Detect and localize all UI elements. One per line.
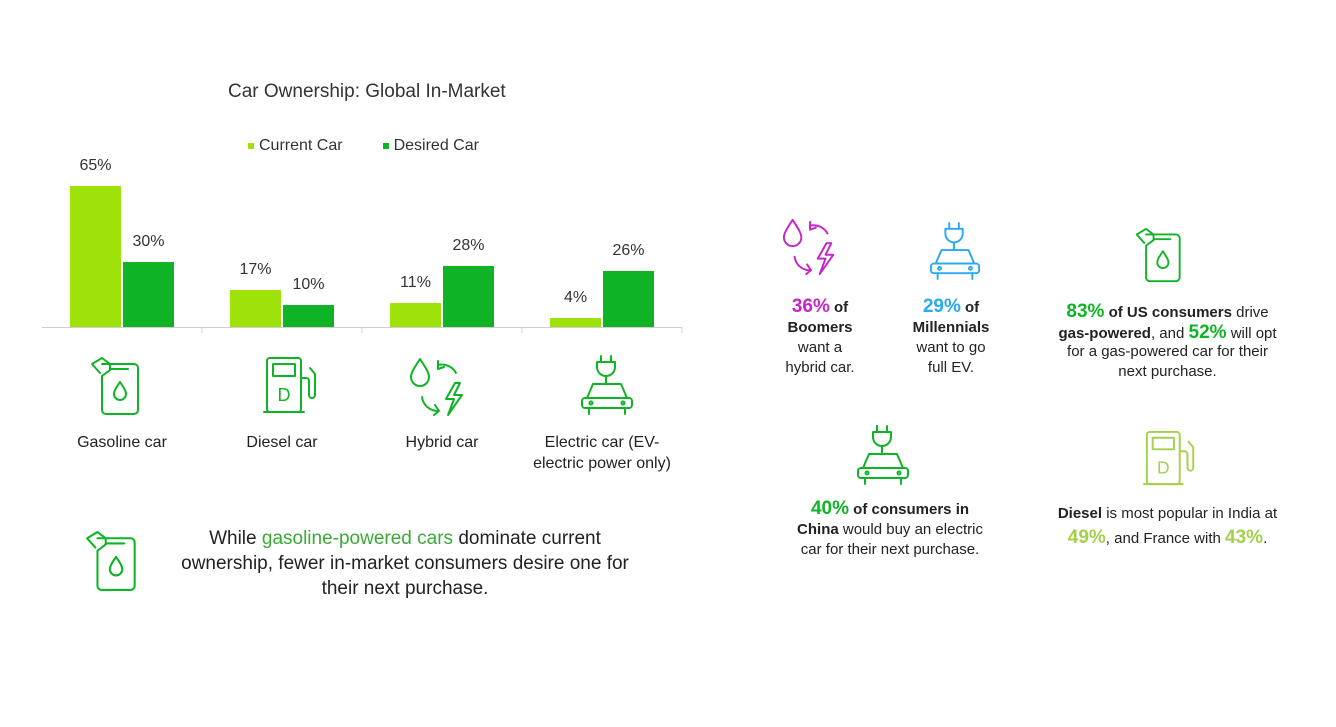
stat-us-pct2: 52%	[1188, 322, 1227, 343]
bar-current-2	[390, 303, 441, 327]
fuel-can-icon	[86, 531, 136, 591]
legend-label-desired: Desired Car	[393, 137, 479, 154]
legend-swatch-current	[248, 143, 254, 149]
svg-text:D: D	[278, 385, 291, 405]
stat-diesel-end: .	[1263, 530, 1268, 547]
category-label-line: electric power only)	[533, 455, 671, 472]
stat-china-bold2: China	[797, 521, 839, 538]
legend-item-current: Current Car	[248, 137, 343, 155]
fuel-can-icon	[91, 357, 139, 415]
data-label-current-3: 4%	[563, 289, 588, 307]
stat-diesel-mid: , and France with	[1105, 530, 1226, 547]
electric-car-icon	[929, 222, 981, 280]
data-label-desired-0: 30%	[132, 232, 165, 250]
stat-boomers-group: Boomers	[787, 319, 853, 336]
stat-diesel-pct2: 43%	[1225, 527, 1264, 548]
fuel-can-icon	[1135, 227, 1181, 283]
category-label-3: Electric car (EV-electric power only)	[517, 432, 687, 474]
stat-boomers-line1: 36% of	[760, 297, 880, 318]
chart-axis	[42, 327, 683, 333]
stat-us-line2: gas-powered, and 52% will opt	[1030, 323, 1305, 344]
data-label-current-0: 65%	[79, 157, 112, 174]
note-pre: While	[209, 528, 262, 549]
data-label-desired-1: 10%	[292, 276, 325, 294]
category-label-2: Hybrid car	[357, 432, 527, 453]
stat-diesel-line1: Diesel is most popular in India at	[1030, 502, 1305, 526]
stat-millennials-text2: full EV.	[927, 359, 975, 376]
legend-label-current: Current Car	[259, 137, 343, 154]
hybrid-icon	[782, 218, 835, 276]
stat-us-line3: for a gas-powered car for their	[1067, 343, 1268, 360]
chart-legend: Current Car Desired Car	[248, 137, 479, 155]
electric-car-icon	[857, 425, 909, 485]
stat-diesel-text1: is most popular in India at	[1102, 505, 1278, 522]
stat-us-mid2: , and	[1150, 325, 1189, 342]
stat-china-bold1: of consumers in	[849, 501, 970, 518]
stat-boomers-of: of	[829, 299, 849, 316]
stat-us-bold1: of US consumers	[1104, 304, 1232, 321]
category-label-line: Hybrid car	[405, 434, 479, 451]
stat-diesel-pct1: 49%	[1067, 527, 1106, 548]
stat-us-mid1: drive	[1231, 304, 1269, 321]
stat-millennials-pct: 29%	[922, 296, 961, 317]
stat-millennials-group: Millennials	[912, 319, 990, 336]
stat-us-consumers: 83% of US consumers drive gas-powered, a…	[1030, 302, 1305, 382]
bar-chart: 65% 17% 11% 4% 30% 10% 28% 26%	[0, 0, 700, 480]
stat-diesel-bold: Diesel	[1057, 505, 1103, 522]
stat-china-pct: 40%	[810, 498, 849, 519]
category-label-0: Gasoline car	[37, 432, 207, 453]
diesel-pump-icon: D	[263, 357, 316, 413]
legend-swatch-desired	[382, 143, 389, 149]
note-highlight: gasoline-powered cars	[261, 528, 454, 549]
stat-boomers-text1: want a	[797, 339, 843, 356]
stat-us-pct1: 83%	[1066, 301, 1105, 322]
stat-us-line4: next purchase.	[1118, 363, 1217, 380]
bar-desired-3	[603, 270, 654, 327]
stat-boomers: 36% of Boomers want a hybrid car.	[760, 297, 880, 378]
stat-china-text1: would buy an electric	[838, 521, 983, 538]
bar-current-0	[70, 186, 121, 327]
category-label-line: Gasoline car	[77, 434, 167, 451]
bar-current-1	[230, 290, 281, 327]
electric-car-icon	[581, 355, 633, 415]
stat-diesel-line2: 49%, and France with 43%.	[1030, 526, 1305, 551]
stat-millennials-line1: 29% of	[891, 297, 1011, 318]
category-label-line: Diesel car	[246, 434, 318, 451]
stat-china-line1: 40% of consumers in	[770, 499, 1010, 520]
stat-millennials-text1: want to go	[916, 339, 986, 356]
note-post: dominate current ownership, fewer in-mar…	[181, 528, 629, 599]
stat-china-line2: China would buy an electric	[770, 520, 1010, 540]
bar-desired-1	[283, 305, 334, 327]
stat-millennials-of: of	[960, 299, 980, 316]
stat-us-mid3: will opt	[1226, 325, 1277, 342]
bar-desired-0	[123, 261, 174, 327]
data-label-desired-2: 28%	[452, 237, 485, 255]
stat-boomers-pct: 36%	[791, 296, 830, 317]
data-label-desired-3: 26%	[612, 241, 645, 259]
diesel-pump-icon: D	[1143, 430, 1195, 486]
bar-desired-2	[443, 266, 494, 327]
data-label-current-2: 11%	[400, 274, 431, 292]
stat-china: 40% of consumers in China would buy an e…	[770, 499, 1010, 560]
category-label-1: Diesel car	[197, 432, 367, 453]
stat-us-line1: 83% of US consumers drive	[1030, 302, 1305, 323]
svg-text:D: D	[1157, 458, 1170, 478]
chart-title: Car Ownership: Global In-Market	[228, 81, 506, 102]
hybrid-icon	[410, 358, 463, 416]
summary-note: While gasoline-powered cars dominate cur…	[170, 526, 640, 601]
bar-current-3	[550, 318, 601, 327]
stat-diesel: Diesel is most popular in India at 49%, …	[1030, 502, 1305, 551]
stat-china-text2: car for their next purchase.	[800, 541, 980, 558]
stat-boomers-text2: hybrid car.	[785, 359, 855, 376]
stat-millennials: 29% of Millennials want to go full EV.	[891, 297, 1011, 378]
stat-us-bold2: gas-powered	[1058, 325, 1151, 342]
legend-item-desired: Desired Car	[382, 137, 479, 155]
category-label-line: Electric car (EV-	[544, 434, 660, 451]
data-label-current-1: 17%	[239, 261, 272, 279]
